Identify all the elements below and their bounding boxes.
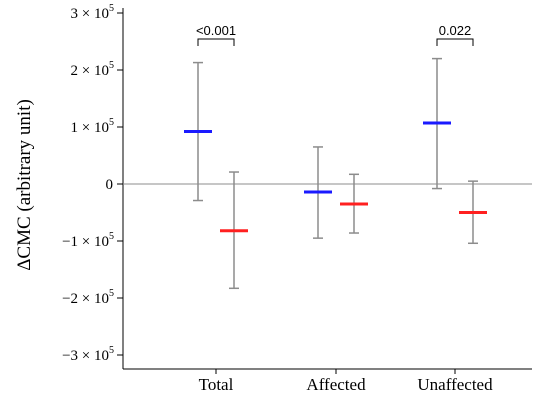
errorbar-layer [184, 57, 487, 290]
y-tick-label: 2 × 105 [71, 60, 114, 79]
y-axis-label: ΔCMC (arbitrary unit) [14, 99, 35, 271]
y-tick-label: −1 × 105 [62, 231, 114, 250]
y-tick-label: 3 × 105 [71, 3, 114, 22]
x-category-label: Unaffected [417, 375, 493, 394]
y-tick-label: −2 × 105 [62, 288, 114, 307]
p-value-label: <0.001 [196, 23, 236, 38]
significance-bracket [436, 38, 474, 46]
axis-layer: 3 × 105 2 × 105 1 × 105 0 −1 × 105 −2 × 105 −3… [62, 3, 532, 394]
x-category-label: Affected [306, 375, 366, 394]
annotation-layer: <0.001 0.022 [196, 23, 474, 46]
y-tick-label: −3 × 105 [62, 345, 114, 364]
significance-bracket [197, 38, 235, 46]
y-tick-label: 1 × 105 [71, 117, 114, 136]
p-value-label: 0.022 [439, 23, 472, 38]
y-tick-label: 0 [106, 177, 114, 193]
x-category-label: Total [199, 375, 234, 394]
